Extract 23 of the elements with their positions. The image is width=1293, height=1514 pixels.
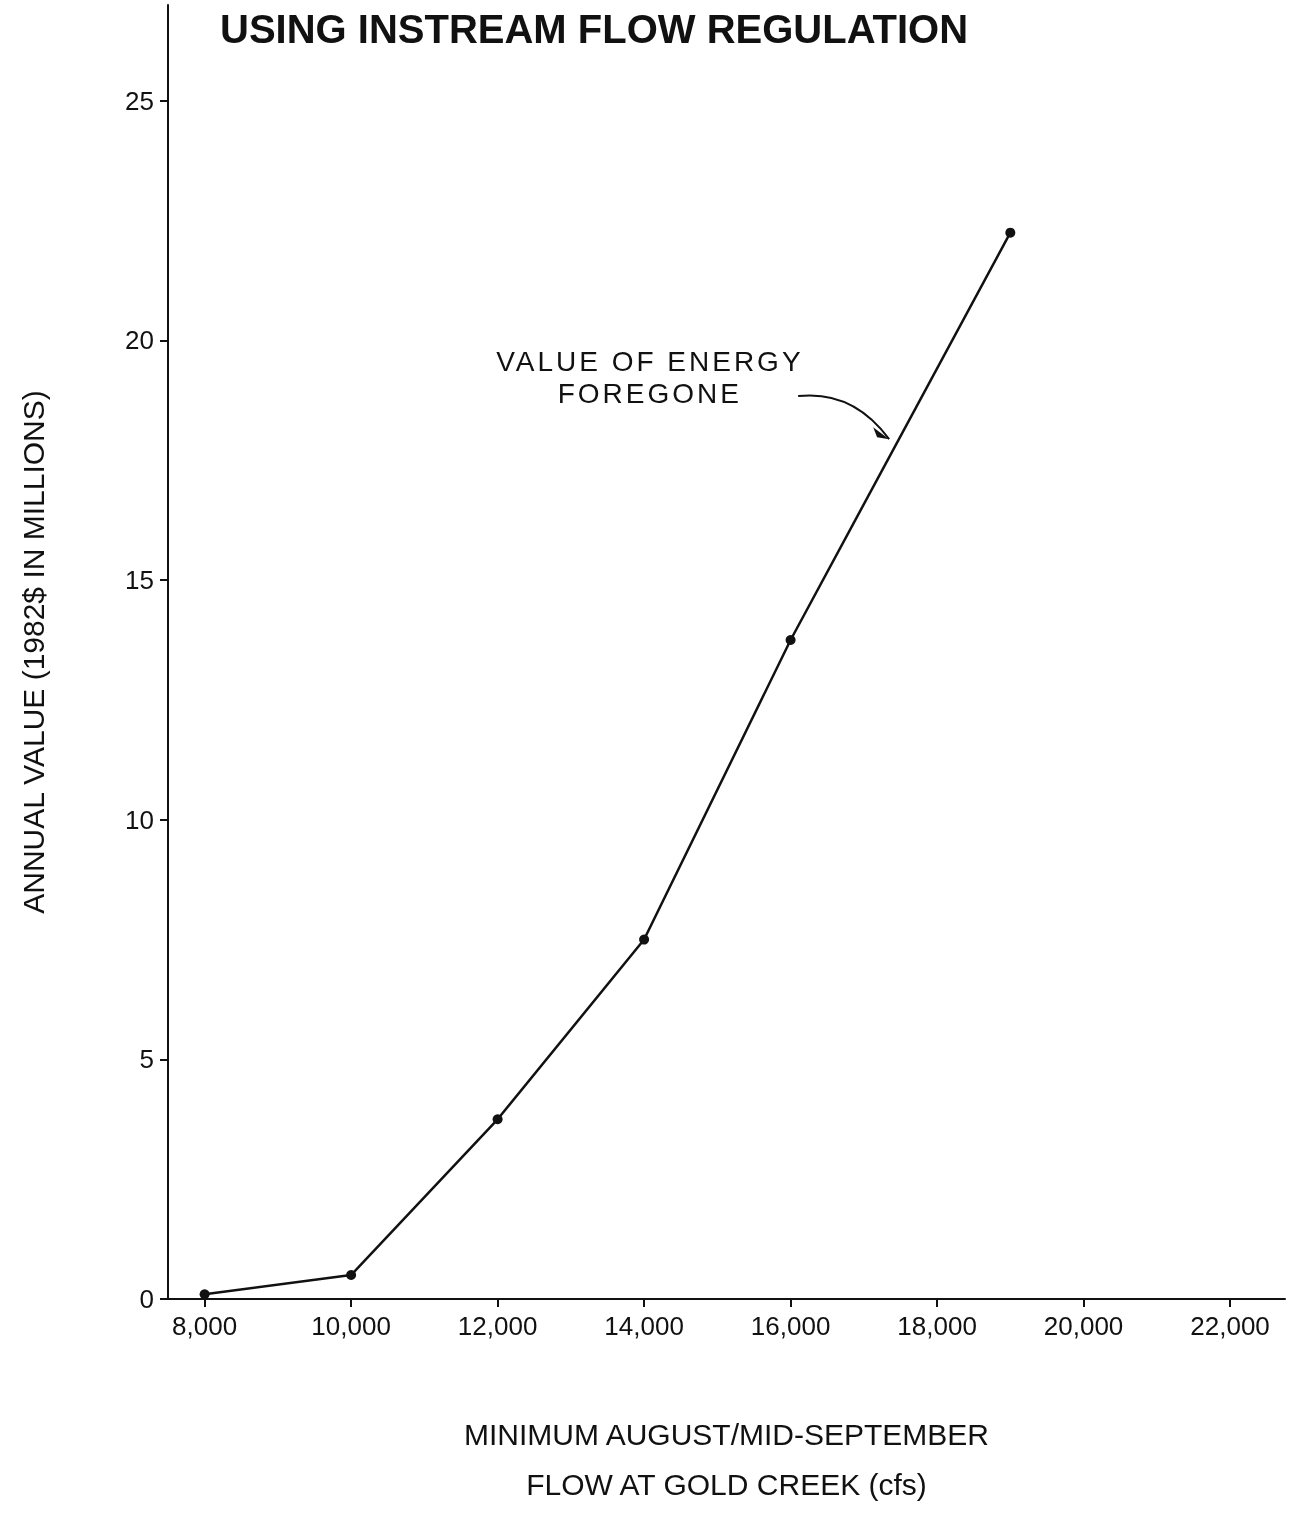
point	[346, 1270, 357, 1281]
x-tick-label: 14,000	[604, 1311, 684, 1341]
x-tick-label: 18,000	[897, 1311, 977, 1341]
point	[639, 934, 650, 945]
chart-title: USING INSTREAM FLOW REGULATION	[220, 7, 969, 51]
point	[1005, 227, 1016, 238]
x-tick-label: 16,000	[750, 1311, 831, 1341]
point	[785, 635, 796, 646]
y-axis-title: ANNUAL VALUE (1982$ IN MILLIONS)	[16, 390, 50, 914]
x-tick-label: 22,000	[1190, 1311, 1270, 1341]
x-tick-label: 12,000	[457, 1311, 538, 1341]
y-tick-label: 20	[125, 325, 154, 356]
x-tick-label: 20,000	[1043, 1311, 1124, 1341]
y-tick-label: 0	[139, 1284, 154, 1314]
y-tick-label: 15	[125, 565, 154, 596]
point	[492, 1114, 503, 1125]
y-tick-label: 10	[125, 804, 154, 835]
x-tick-label: 10,000	[311, 1311, 391, 1341]
annotation: VALUE OF ENERGY FOREGONE	[496, 346, 804, 411]
y-tick-label: 5	[139, 1044, 154, 1075]
y-tick-label: 25	[125, 85, 154, 116]
x-tick-label: 8,000	[172, 1311, 238, 1341]
x-axis-title: MINIMUM AUGUST/MID-SEPTEMBER FLOW AT GOLD CREEK (cfs)	[463, 1417, 990, 1501]
